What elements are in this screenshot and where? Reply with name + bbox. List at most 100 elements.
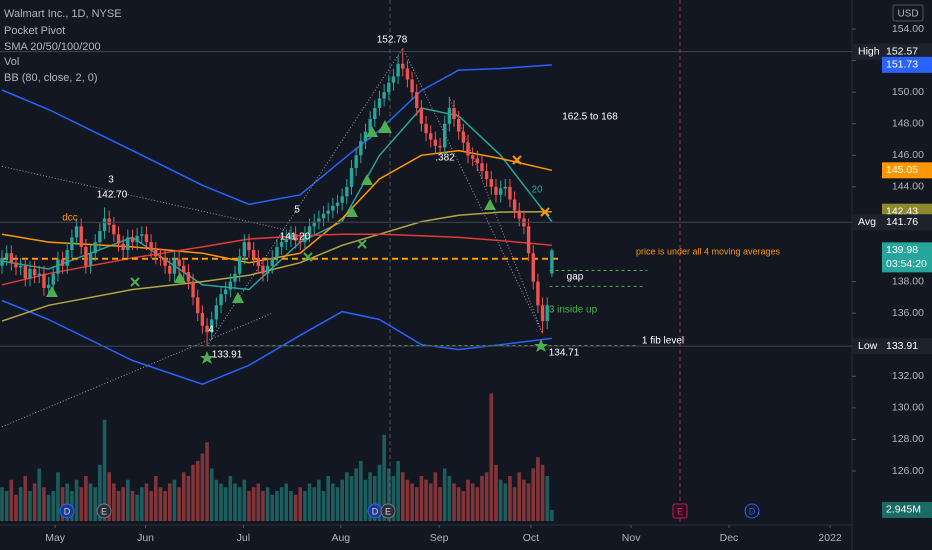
event-badge (380, 503, 396, 519)
volume-bar (303, 491, 307, 521)
candle-body (424, 123, 428, 134)
candle-body (331, 205, 335, 211)
annotation: 152.78 (377, 35, 408, 46)
price-tag-label-box (853, 214, 882, 231)
candle-body (168, 265, 172, 274)
y-tick-label: 146.00 (892, 149, 924, 161)
volume-bar (466, 479, 470, 521)
candle-body (4, 253, 9, 258)
event-badge (59, 503, 75, 519)
volume-bar (42, 487, 46, 521)
candle-body (144, 234, 149, 243)
volume-bar (205, 442, 209, 521)
price-tag-timer: 03:54:20 (886, 258, 927, 270)
volume-bar (74, 479, 79, 521)
cross-signal (303, 252, 313, 262)
candle-body (9, 253, 14, 263)
volume-bar (470, 483, 475, 521)
volume-bar (424, 479, 428, 521)
candle-body (23, 265, 28, 279)
candle-body (466, 142, 470, 156)
candle-body (349, 167, 354, 187)
candle-body (531, 253, 535, 282)
volume-bar (452, 483, 456, 521)
currency-box (892, 4, 924, 22)
candle-body (536, 281, 540, 306)
x-tick-label: Aug (331, 532, 350, 544)
volume-bar (144, 483, 149, 521)
x-tick-label: Dec (720, 532, 739, 544)
y-tick-label: 128.00 (892, 433, 924, 445)
annotation: gap (567, 272, 584, 283)
volume-bar (317, 479, 321, 521)
candle-body (429, 133, 433, 140)
volume-bar (126, 479, 130, 521)
candle-body (512, 199, 517, 211)
pocket-pivot (361, 174, 373, 185)
candle-body (456, 119, 461, 132)
pocket-pivot (174, 272, 186, 283)
y-tick-label: 132.00 (892, 370, 924, 382)
volume-bar (456, 487, 461, 521)
volume-bar (396, 461, 400, 521)
y-tick-label: 144.00 (892, 181, 924, 193)
volume-bar (228, 476, 233, 521)
candle-body (475, 158, 480, 164)
candle-body (307, 226, 312, 235)
candle-body (298, 240, 302, 243)
volume-bar (140, 487, 144, 521)
candle-body (550, 250, 554, 274)
price-tag (882, 338, 932, 355)
candle-body (419, 107, 424, 124)
annotation: 3 inside up (549, 305, 598, 316)
volume-bar (261, 491, 265, 521)
volume-bar (307, 483, 312, 521)
volume-bar (112, 483, 116, 521)
volume-bar (447, 476, 452, 521)
volume-bar (219, 483, 223, 521)
pocket-pivot (484, 199, 496, 210)
price-tag (882, 56, 932, 73)
annotation: 133.91 (212, 350, 243, 361)
candle-body (116, 234, 121, 244)
candle-body (247, 242, 251, 251)
volume-bar (382, 434, 386, 521)
candle-body (51, 273, 55, 285)
annotation: 20 (531, 185, 543, 196)
volume-bar (163, 491, 167, 521)
price-tag-value: 139.98 (886, 244, 918, 256)
candle-body (37, 273, 41, 276)
volume-bar (410, 483, 414, 521)
candle-body (200, 313, 205, 326)
event-label: D (64, 506, 71, 516)
candle-body (284, 238, 288, 243)
candle-body (470, 155, 475, 159)
volume-bar (279, 487, 284, 521)
candle-body (228, 281, 233, 290)
volume-bar (233, 483, 237, 521)
volume-bar (386, 468, 391, 521)
volume-bar (186, 476, 191, 521)
events: D E D E E D (59, 503, 760, 519)
x-tick-label: 2022 (818, 532, 842, 544)
trendline (402, 48, 544, 334)
annotation: 5 (294, 205, 300, 216)
signal-marks (46, 120, 550, 364)
price-tag (882, 242, 932, 273)
candle-body (340, 196, 344, 203)
candle-body (373, 107, 377, 120)
volume-bar (536, 457, 540, 521)
volume-bar (400, 472, 405, 521)
volume-bar (373, 476, 377, 521)
candle-body (251, 250, 256, 258)
indicator-line (1, 299, 552, 385)
volume-bar (312, 487, 317, 521)
indicator-line (1, 233, 552, 286)
candle-body (377, 98, 382, 108)
legend-item: SMA 20/50/100/200 (4, 41, 101, 53)
volume-bar (79, 487, 84, 521)
candle-body (387, 82, 391, 93)
candle-body (526, 226, 531, 254)
candle-body (74, 226, 79, 238)
